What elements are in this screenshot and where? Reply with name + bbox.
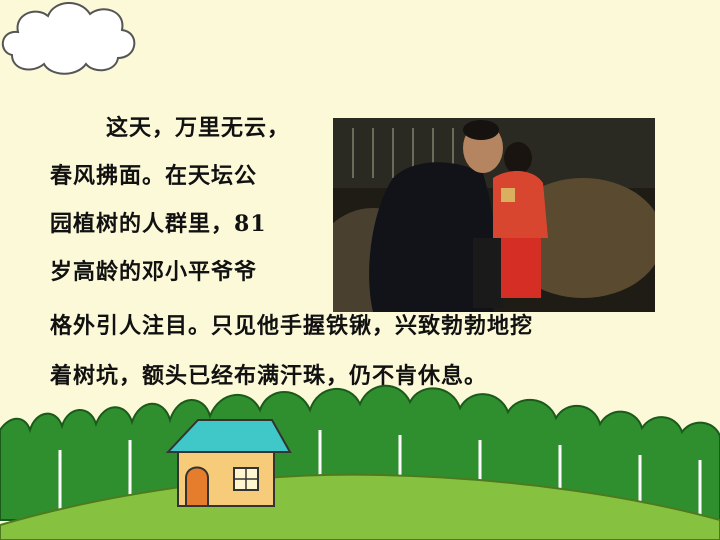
landscape-scenery bbox=[0, 384, 720, 540]
text-line-4: 岁高龄的邓小平爷爷 bbox=[50, 259, 258, 285]
cloud-icon bbox=[2, 2, 136, 75]
photo-tree-planting bbox=[333, 118, 655, 312]
text-line-2: 春风拂面。在天坛公 bbox=[50, 163, 258, 189]
text-line-3: 园植树的人群里，81 bbox=[50, 211, 267, 237]
house-icon bbox=[165, 419, 292, 507]
photo-illustration bbox=[333, 118, 655, 312]
text-line-5: 格外引人注目。只见他手握铁锹，兴致勃勃地挖 bbox=[50, 313, 534, 339]
text-line-6: 着树坑，额头已经布满汗珠，仍不肯休息。 bbox=[50, 363, 488, 389]
text-line-1: 这天，万里无云， bbox=[106, 115, 291, 141]
